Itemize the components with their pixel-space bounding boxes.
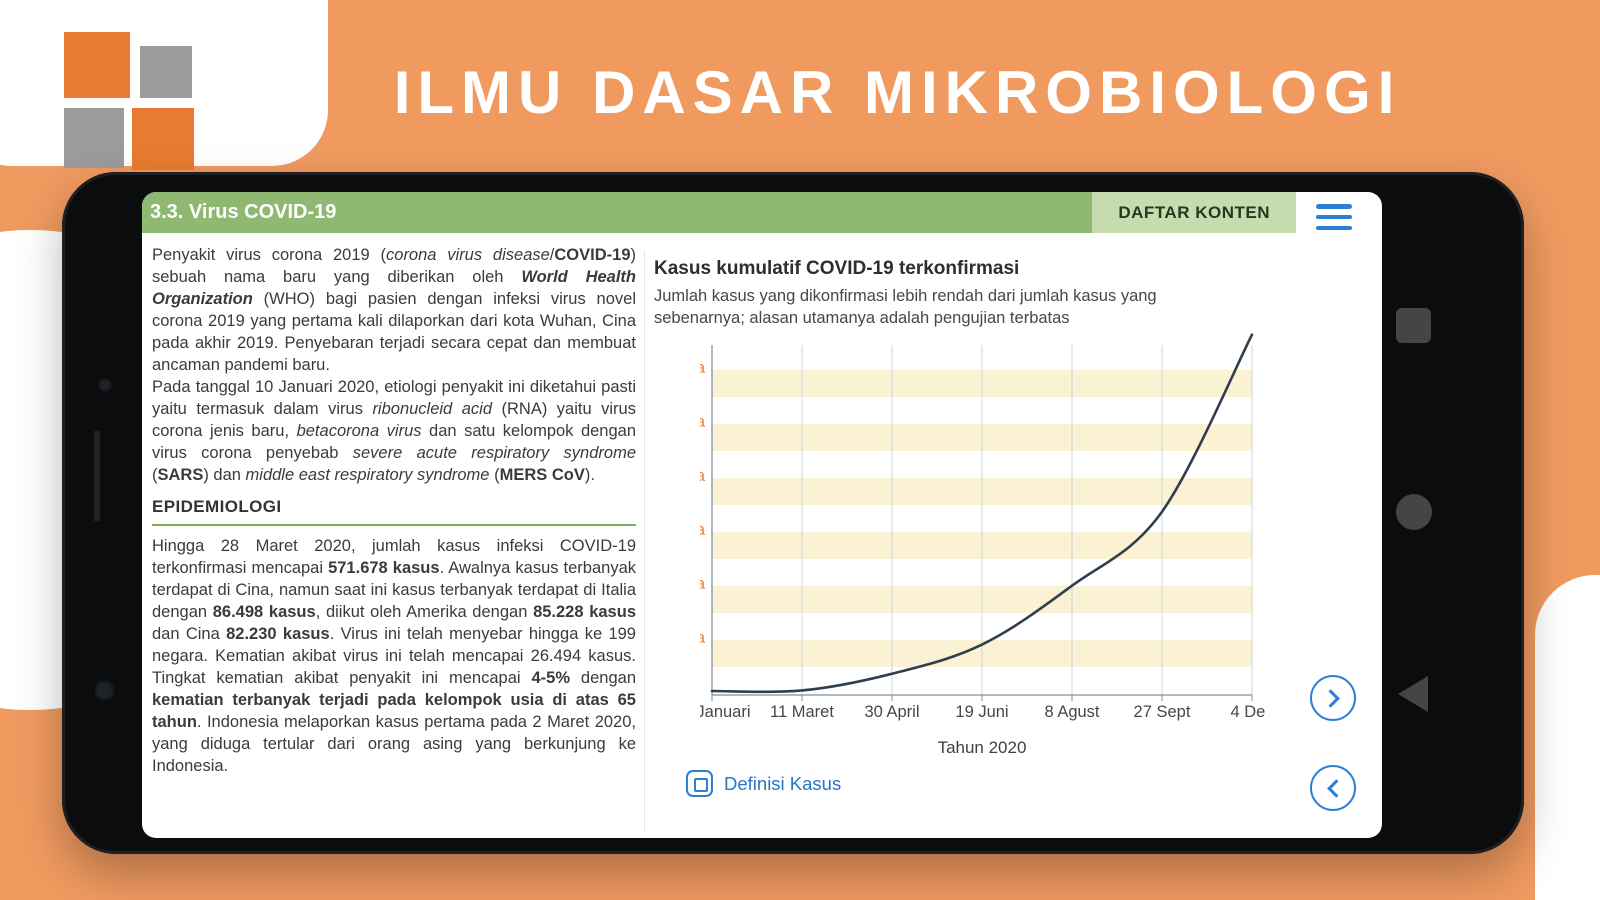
definition-card-icon [686, 770, 713, 797]
article-paragraph-2: Pada tanggal 10 Januari 2020, etiologi p… [152, 378, 637, 484]
logo-square-gray-bottomleft [64, 108, 124, 168]
phone-screen: 3.3. Virus COVID-19 DAFTAR KONTEN Penyak… [142, 192, 1382, 838]
y-tick-label: 10 juta [700, 629, 706, 647]
logo-square-orange-topleft [64, 32, 130, 98]
x-tick-label: 4 Des [1230, 703, 1265, 721]
x-tick-label: 30 April [864, 703, 919, 721]
app-logo [60, 28, 200, 170]
definisi-kasus-link[interactable]: Definisi Kasus [686, 770, 841, 797]
chart-subtitle: Jumlah kasus yang dikonfirmasi lebih ren… [654, 287, 1157, 327]
chevron-right-icon [1320, 688, 1340, 708]
hamburger-menu-button[interactable] [1316, 204, 1352, 230]
x-tick-label: 8 Agust [1044, 703, 1099, 721]
chevron-left-icon [1326, 778, 1346, 798]
y-tick-label: 40 juta [700, 467, 706, 485]
page-title: 3.3. Virus COVID-19 [150, 201, 337, 223]
column-divider [644, 250, 645, 832]
logo-square-gray-topright [140, 46, 192, 98]
epidemiologi-heading: EPIDEMIOLOGI [152, 497, 636, 526]
covid-cumulative-line-chart: 22 Januari 11 Maret 30 April 19 Juni 8 Agust… [700, 333, 1265, 721]
x-tick-label: 22 Januari [700, 703, 751, 721]
phone-frame: 3.3. Virus COVID-19 DAFTAR KONTEN Penyak… [62, 172, 1524, 854]
app-header: 3.3. Virus COVID-19 DAFTAR KONTEN [142, 192, 1296, 233]
banner-title: ILMU DASAR MIKROBIOLOGI [393, 59, 1402, 126]
daftar-konten-button[interactable]: DAFTAR KONTEN [1092, 192, 1296, 233]
y-tick-label: 50 juta [700, 413, 706, 431]
cases-curve [710, 333, 1254, 694]
article-column: Penyakit virus corona 2019 (corona virus… [152, 244, 636, 777]
chart-xaxis-title: Tahun 2020 [937, 738, 1027, 757]
back-button[interactable] [1398, 676, 1428, 712]
definisi-kasus-label: Definisi Kasus [724, 772, 842, 794]
x-tick-label: 11 Maret [770, 703, 834, 721]
x-tick-label: 19 Juni [955, 703, 1008, 721]
x-tick-label: 27 Sept [1134, 703, 1191, 721]
prev-page-button[interactable] [1310, 765, 1356, 811]
y-tick-label: 60 juta [700, 359, 706, 377]
earpiece-speaker-icon [94, 430, 100, 522]
hamburger-icon [1316, 214, 1352, 220]
hamburger-icon [1316, 225, 1352, 230]
hamburger-icon [1316, 204, 1352, 209]
secondary-camera-icon [94, 680, 115, 701]
recent-apps-button[interactable] [1396, 308, 1431, 343]
chart-title: Kasus kumulatif COVID-19 terkonfirmasi [654, 258, 1020, 279]
y-tick-label: 30 juta [700, 521, 706, 539]
decor-shape-bottomright [1535, 575, 1600, 900]
logo-square-orange-bottomright [132, 108, 194, 170]
next-page-button[interactable] [1310, 675, 1356, 721]
y-tick-label: 20 juta [700, 575, 706, 593]
front-camera-icon [98, 378, 112, 392]
article-paragraph-1: Penyakit virus corona 2019 (corona virus… [152, 246, 637, 374]
home-button[interactable] [1396, 494, 1432, 530]
article-paragraph-3: Hingga 28 Maret 2020, jumlah kasus infek… [152, 537, 637, 775]
